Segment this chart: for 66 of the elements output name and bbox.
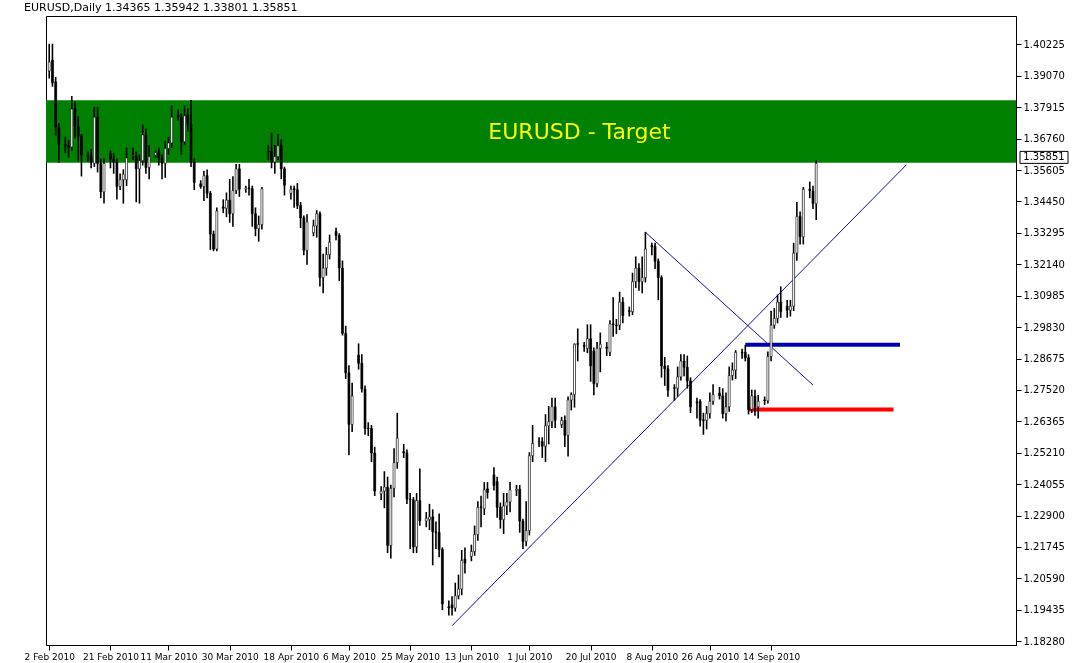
x-tick-label: 8 Aug 2010 [626,651,679,662]
y-tick-label: 1.33295 [1023,227,1065,239]
candlestick [221,199,225,214]
y-tick-label: 1.36760 [1023,133,1065,145]
candlestick [238,163,241,197]
y-tick-label: 1.27520 [1023,384,1065,396]
candlestick [225,192,228,218]
x-tick-label: 26 Aug 2010 [681,651,740,662]
candlestick [134,151,138,203]
y-tick-label: 1.18280 [1023,635,1065,647]
x-tick-label: 6 May 2010 [322,651,377,662]
candlestick [447,600,451,616]
y-tick-label: 1.26365 [1023,415,1065,427]
candlestick [618,291,621,331]
candlestick [202,170,206,201]
y-tick-label: 1.30985 [1023,290,1065,302]
y-tick-label: 1.34450 [1023,195,1065,207]
candlestick [553,397,557,428]
candlestick [508,482,512,513]
x-tick-label: 11 Mar 2010 [140,651,198,662]
candlestick [785,299,789,318]
x-tick-label: 18 Apr 2010 [263,651,320,662]
x-tick-label: 21 Feb 2010 [82,651,140,662]
x-tick-label: 1 Jul 2010 [507,651,553,662]
y-tick-label: 1.19435 [1023,604,1065,616]
x-tick-label: 14 Sep 2010 [743,651,801,662]
y-tick-label: 1.21745 [1023,541,1065,553]
candlestick [753,389,757,416]
candlestick [721,388,725,419]
y-tick-label: 1.29830 [1023,321,1065,333]
candlestick [779,286,783,318]
candlestick [93,106,96,167]
candlestick [460,550,464,596]
candlestick [502,493,505,535]
y-tick-label: 1.25210 [1023,447,1065,459]
y-tick-label: 1.32140 [1023,258,1065,270]
x-tick-label: 30 Mar 2010 [201,651,259,662]
candlestick [412,497,415,554]
x-tick-label: 13 Jun 2010 [444,651,500,662]
x-tick-label: 2 Feb 2010 [24,651,76,662]
band-label: EURUSD - Target [488,118,672,144]
candlestick [228,178,231,223]
candlestick [163,140,167,178]
chart-title: EURUSD,Daily 1.34365 1.35942 1.33801 1.35851 [24,1,298,14]
candlestick [582,342,586,352]
text: 1.35851 [1023,151,1065,163]
candlestick [180,113,183,155]
y-tick-label: 1.24055 [1023,478,1065,490]
candlestick [740,348,744,359]
y-tick-label: 1.40225 [1023,38,1065,50]
candlestick [734,350,737,380]
y-tick-label: 1.39070 [1023,70,1065,82]
candlestick [154,150,157,158]
candlestick [621,297,625,324]
candlestick [802,187,805,245]
x-tick-label: 25 May 2010 [381,651,441,662]
y-tick-label: 1.20590 [1023,572,1065,584]
candlestick [64,136,67,154]
candlestick [267,144,270,161]
y-tick-label: 1.35605 [1023,164,1065,176]
candlestick [292,185,296,208]
x-tick-label: 20 Jul 2010 [565,651,617,662]
y-tick-label: 1.28675 [1023,353,1065,365]
candlestick [428,503,431,530]
y-tick-label: 1.37915 [1023,101,1065,113]
y-tick-label: 1.22900 [1023,510,1065,522]
